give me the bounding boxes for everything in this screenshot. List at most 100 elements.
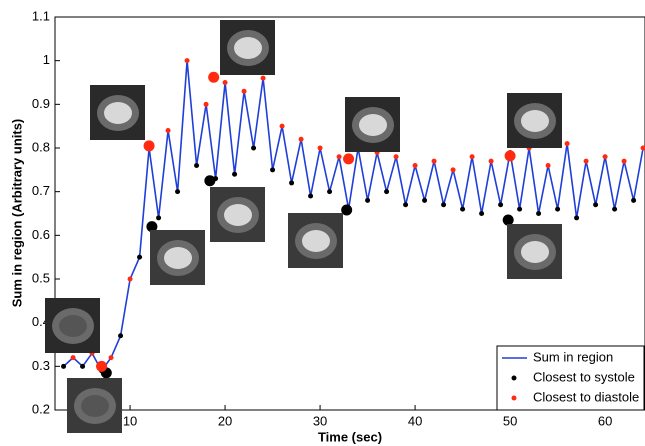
legend-box	[496, 345, 645, 411]
marker	[317, 145, 323, 151]
marker	[621, 158, 627, 164]
marker	[279, 123, 285, 129]
mri-thumbnail	[507, 93, 562, 148]
x-tick-label: 10	[123, 413, 137, 428]
mri-thumbnail	[220, 20, 275, 75]
marker	[564, 141, 570, 147]
marker	[460, 206, 466, 212]
mri-thumbnail	[507, 224, 562, 279]
marker	[137, 254, 143, 260]
marker	[127, 276, 133, 282]
marker	[80, 363, 86, 369]
marker	[343, 153, 355, 165]
marker	[574, 215, 580, 221]
x-axis-label: Time (sec)	[318, 429, 382, 444]
marker	[365, 197, 371, 203]
thumbnail-core	[59, 315, 87, 337]
marker	[61, 363, 67, 369]
marker	[504, 150, 516, 162]
mri-thumbnail	[67, 378, 122, 433]
marker	[469, 154, 475, 160]
thumbnail-core	[164, 247, 192, 269]
mri-thumbnail	[90, 85, 145, 140]
marker	[165, 128, 171, 134]
marker	[631, 197, 637, 203]
axes-box	[54, 16, 645, 411]
series-line	[63, 60, 644, 373]
marker	[602, 154, 608, 160]
x-tick-label: 50	[503, 413, 517, 428]
mri-thumbnail	[150, 230, 205, 285]
marker	[118, 333, 124, 339]
marker	[502, 214, 514, 226]
marker	[536, 211, 542, 216]
y-tick-label: 0.6	[32, 227, 50, 242]
mri-thumbnail	[45, 298, 100, 353]
x-tick-label: 20	[218, 413, 232, 428]
marker	[336, 154, 342, 160]
marker	[270, 167, 276, 173]
marker	[70, 355, 76, 361]
marker	[175, 189, 181, 195]
legend-label: Sum in region	[533, 349, 613, 364]
thumbnail-core	[521, 241, 549, 263]
marker	[498, 202, 504, 208]
marker	[422, 197, 428, 203]
marker	[327, 189, 333, 195]
thumbnail-core	[81, 395, 109, 417]
marker	[222, 80, 228, 85]
marker	[241, 88, 247, 94]
thumbnail-core	[104, 102, 132, 124]
marker	[555, 206, 561, 212]
y-tick-label: 1.1	[32, 8, 50, 23]
y-tick-label: 0.8	[32, 139, 50, 154]
thumbnail-core	[234, 37, 262, 59]
y-tick-label: 0.3	[32, 358, 50, 373]
marker	[143, 140, 155, 152]
y-tick-label: 0.5	[32, 270, 50, 285]
legend-swatch	[511, 375, 517, 381]
marker	[203, 101, 209, 107]
marker	[479, 211, 485, 216]
marker	[260, 75, 266, 81]
marker	[450, 167, 456, 173]
y-tick-label: 0.7	[32, 183, 50, 198]
marker	[612, 206, 618, 212]
thumbnails	[45, 20, 562, 433]
thumbnail-core	[521, 110, 549, 132]
marker	[412, 162, 418, 168]
thumbnail-core	[359, 114, 387, 136]
marker	[384, 189, 390, 195]
marker	[393, 154, 399, 160]
marker	[431, 158, 437, 164]
mri-thumbnail	[345, 97, 400, 152]
marker	[204, 175, 216, 187]
marker	[232, 171, 238, 177]
marker	[289, 180, 295, 186]
x-tick-label: 30	[313, 413, 327, 428]
legend-swatch	[511, 395, 517, 401]
thumbnail-core	[302, 230, 330, 252]
marker	[184, 58, 190, 64]
legend-label: Closest to diastole	[533, 389, 639, 404]
marker	[108, 355, 114, 361]
marker	[146, 221, 158, 233]
marker	[583, 158, 589, 164]
x-tick-label: 60	[598, 413, 612, 428]
marker	[341, 204, 353, 216]
marker	[640, 145, 645, 151]
marker	[308, 193, 314, 199]
legend-label: Closest to systole	[533, 369, 635, 384]
y-tick-label: 0.9	[32, 96, 50, 111]
marker	[441, 202, 447, 208]
y-tick-label: 1	[43, 52, 50, 67]
thumbnail-core	[224, 204, 252, 226]
marker	[208, 71, 220, 83]
marker	[96, 360, 108, 372]
marker	[593, 202, 599, 208]
legend: Sum in region Closest to systole Closest t…	[496, 345, 645, 411]
marker	[251, 145, 257, 151]
y-tick-label: 0.2	[32, 401, 50, 416]
mri-thumbnail	[210, 187, 265, 242]
